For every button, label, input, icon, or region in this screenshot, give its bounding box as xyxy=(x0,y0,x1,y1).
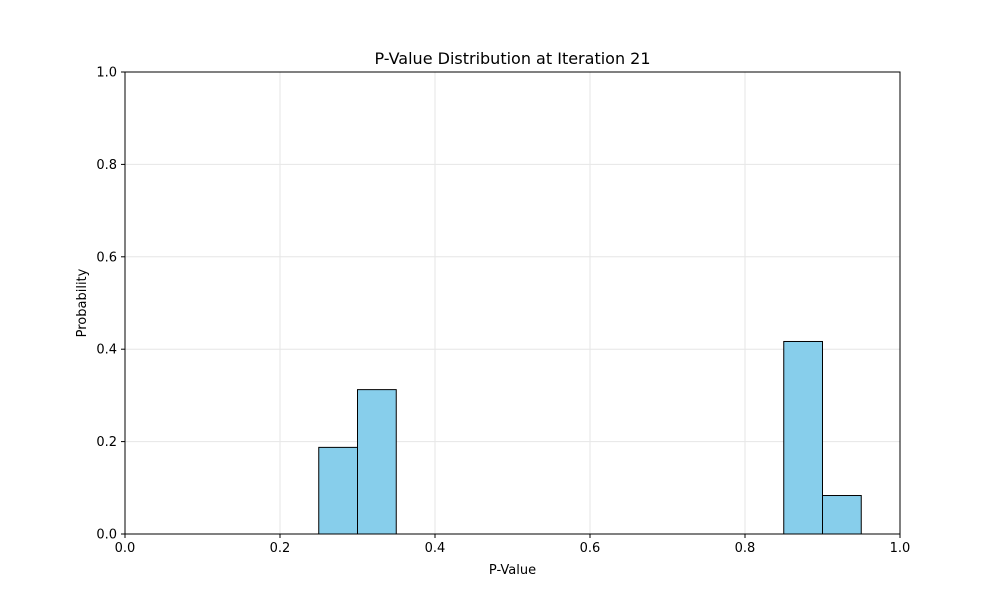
x-tick-label: 1.0 xyxy=(890,541,911,556)
y-tick-label: 0.4 xyxy=(96,343,117,358)
y-tick-label: 0.6 xyxy=(96,250,117,265)
histogram-bar xyxy=(822,495,862,535)
x-tick-label: 0.8 xyxy=(735,541,756,556)
y-tick-label: 0.2 xyxy=(96,435,117,450)
x-axis-label: P-Value xyxy=(489,563,536,578)
histogram-bar xyxy=(318,446,358,535)
x-tick-label: 0.0 xyxy=(115,541,136,556)
y-tick-label: 0.8 xyxy=(96,158,117,173)
chart-title: P-Value Distribution at Iteration 21 xyxy=(374,49,650,68)
histogram-bar xyxy=(357,389,397,535)
plot-frame xyxy=(124,71,901,535)
x-tick-label: 0.4 xyxy=(425,541,446,556)
y-tick-label: 0.0 xyxy=(96,528,117,543)
y-axis-label: Probability xyxy=(75,268,90,337)
y-tick-label: 1.0 xyxy=(96,66,117,81)
x-tick-label: 0.2 xyxy=(270,541,291,556)
ticks-layer: 0.0 0.2 0.4 0.6 0.8 1.0 0.0 0.2 0.4 0.6 0.8 1.0 xyxy=(96,66,910,557)
histogram-bar xyxy=(783,340,823,535)
x-tick-label: 0.6 xyxy=(580,541,601,556)
bars-layer xyxy=(318,340,862,535)
